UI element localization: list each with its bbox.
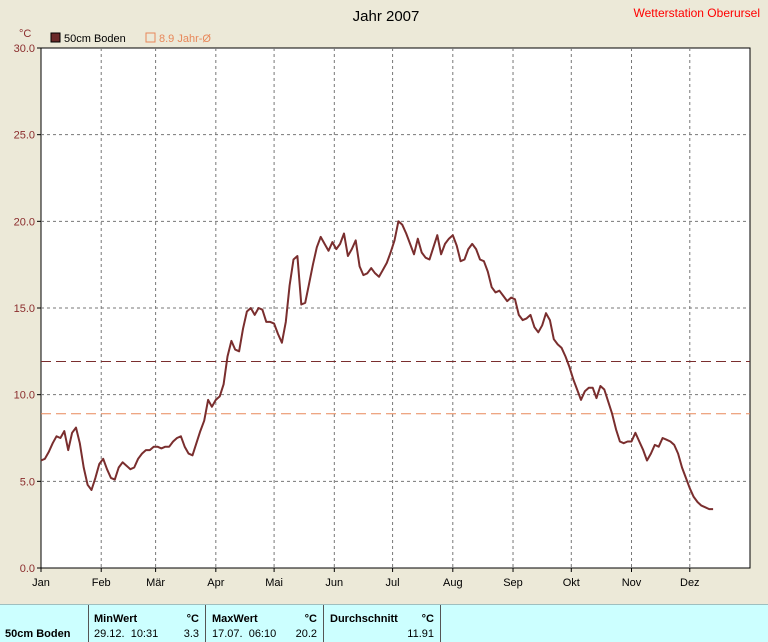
min-header: MinWert xyxy=(94,613,138,625)
divider xyxy=(205,605,206,642)
y-unit-label: °C xyxy=(19,28,31,40)
y-tick-label: 5.0 xyxy=(20,476,35,488)
avg-unit: °C xyxy=(421,613,434,625)
legend-avg-swatch xyxy=(145,32,156,43)
max-header: MaxWert xyxy=(212,613,258,625)
x-tick-label: Sep xyxy=(503,577,523,589)
chart: 0.0 5.0 10.0 15.0 20.0 25.0 30.0 Jan Feb Mär Apr M… xyxy=(14,6,761,589)
divider xyxy=(323,605,324,642)
series-layer xyxy=(40,220,714,511)
avg-cell: Durchschnitt °C 11.91 xyxy=(324,605,440,642)
min-cell: MinWert °C 29.12. 10:31 3.3 xyxy=(89,605,205,642)
chart-title: Jahr 2007 xyxy=(353,8,420,25)
y-tick-label: 0.0 xyxy=(20,563,35,575)
y-axis: 0.0 5.0 10.0 15.0 20.0 25.0 30.0 xyxy=(14,43,41,575)
x-tick-label: Mär xyxy=(146,577,165,589)
y-tick-label: 10.0 xyxy=(14,390,35,402)
min-value: 3.3 xyxy=(183,628,199,640)
stats-row-label: 50cm Boden xyxy=(5,628,71,640)
statistics-panel: 50cm Boden MinWert °C 29.12. 10:31 3.3 M… xyxy=(0,604,768,642)
max-datetime: 17.07. 06:10 xyxy=(212,628,277,640)
x-tick-label: Jul xyxy=(386,577,400,589)
station-name: Wetterstation Oberursel xyxy=(634,6,761,20)
y-tick-label: 20.0 xyxy=(14,216,35,228)
max-unit: °C xyxy=(304,613,317,625)
min-datetime: 29.12. 10:31 xyxy=(94,628,159,640)
y-tick-label: 25.0 xyxy=(14,130,35,142)
max-value: 20.2 xyxy=(295,628,317,640)
x-tick-label: Aug xyxy=(443,577,463,589)
x-axis: Jan Feb Mär Apr Mai Jun Jul Aug Sep Okt Nov Dez xyxy=(32,568,700,589)
x-tick-label: Dez xyxy=(680,577,700,589)
legend-series-label: 50cm Boden xyxy=(64,33,126,45)
divider xyxy=(88,605,89,642)
x-tick-label: Apr xyxy=(207,577,224,589)
y-tick-label: 30.0 xyxy=(14,43,35,55)
avg-value: 11.91 xyxy=(407,628,434,640)
max-cell: MaxWert °C 17.07. 06:10 20.2 xyxy=(206,605,323,642)
reference-lines xyxy=(41,361,750,415)
stats-row-label-cell: 50cm Boden xyxy=(0,605,88,642)
gridlines xyxy=(41,48,750,568)
legend-series-swatch xyxy=(50,32,61,43)
x-tick-label: Mai xyxy=(265,577,283,589)
x-tick-label: Jan xyxy=(32,577,50,589)
x-tick-label: Nov xyxy=(622,577,642,589)
avg-header: Durchschnitt xyxy=(330,613,398,625)
y-tick-label: 15.0 xyxy=(14,303,35,315)
x-tick-label: Jun xyxy=(325,577,343,589)
series-line-50cm-boden xyxy=(40,220,714,511)
min-unit: °C xyxy=(186,613,199,625)
x-tick-label: Okt xyxy=(563,577,580,589)
legend-avg-label: 8.9 Jahr-Ø xyxy=(159,33,211,45)
divider xyxy=(440,605,441,642)
x-tick-label: Feb xyxy=(92,577,111,589)
